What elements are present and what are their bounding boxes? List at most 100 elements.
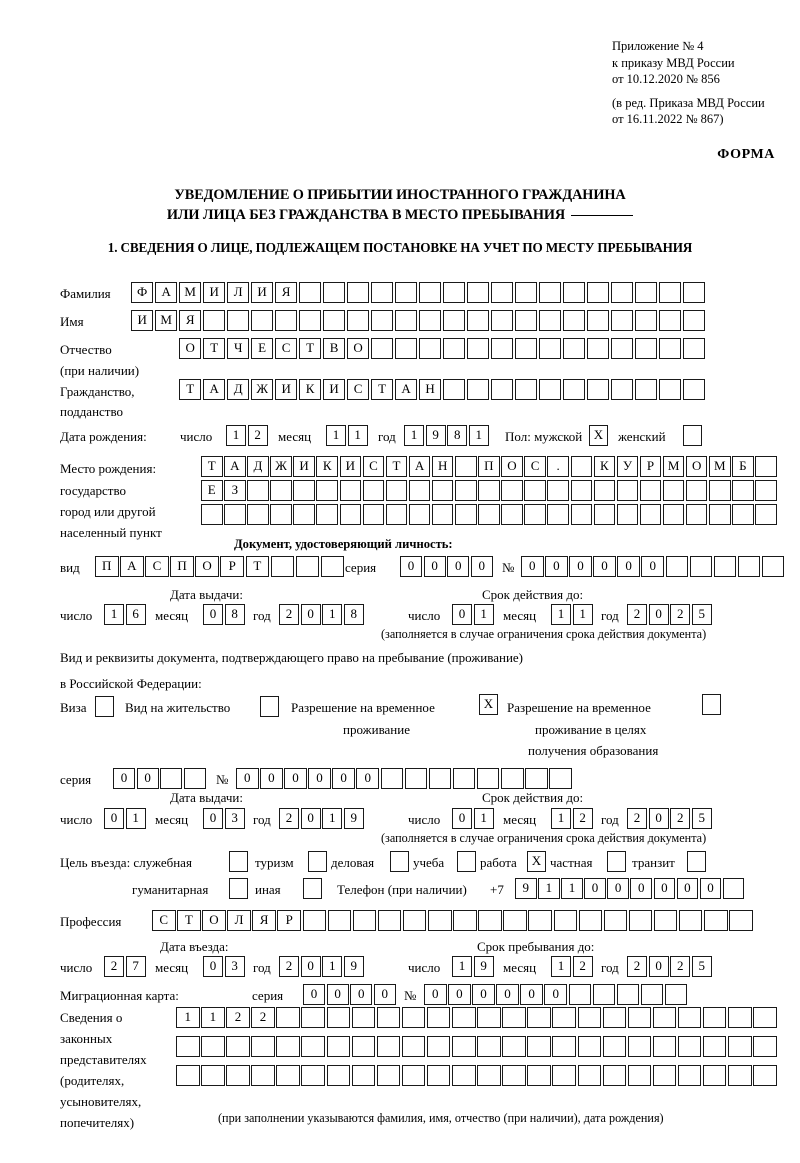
form-cell[interactable]: 2 xyxy=(627,604,647,625)
form-cell[interactable]: Я xyxy=(252,910,276,931)
form-cell[interactable] xyxy=(602,1007,627,1028)
form-cell[interactable]: И xyxy=(202,282,226,303)
form-cell[interactable] xyxy=(201,1036,225,1057)
form-cell[interactable]: 0 xyxy=(648,808,669,829)
form-cell[interactable]: 8 xyxy=(343,604,364,625)
form-cell[interactable]: В xyxy=(322,338,346,359)
form-cell[interactable] xyxy=(418,282,442,303)
form-cell[interactable] xyxy=(722,878,745,899)
form-cell[interactable] xyxy=(728,1007,752,1028)
form-cell[interactable] xyxy=(552,1036,576,1057)
form-cell[interactable] xyxy=(376,1007,401,1028)
form-cell[interactable]: И xyxy=(274,379,298,400)
sex-male-checkbox[interactable]: X xyxy=(589,425,608,446)
form-cell[interactable]: 0 xyxy=(630,878,652,899)
form-cell[interactable]: Я xyxy=(178,310,202,331)
form-cell[interactable] xyxy=(538,379,562,400)
form-cell[interactable]: А xyxy=(154,282,178,303)
form-cell[interactable] xyxy=(442,282,466,303)
form-cell[interactable]: 2 xyxy=(670,808,691,829)
form-cell[interactable] xyxy=(602,1036,627,1057)
form-cell[interactable] xyxy=(250,310,274,331)
form-cell[interactable]: 0 xyxy=(496,984,519,1005)
temp-education-checkbox[interactable] xyxy=(702,694,721,715)
form-cell[interactable]: И xyxy=(250,282,274,303)
form-cell[interactable]: 1 xyxy=(551,956,571,977)
form-cell[interactable] xyxy=(652,1036,677,1057)
form-cell[interactable]: Т xyxy=(245,556,270,577)
form-cell[interactable] xyxy=(501,480,523,501)
form-cell[interactable]: И xyxy=(322,379,346,400)
form-cell[interactable] xyxy=(616,480,639,501)
form-cell[interactable] xyxy=(404,768,428,789)
form-cell[interactable]: 0 xyxy=(676,878,699,899)
form-cell[interactable] xyxy=(593,504,616,525)
form-cell[interactable] xyxy=(466,338,490,359)
form-cell[interactable] xyxy=(502,1065,526,1086)
form-cell[interactable]: 1 xyxy=(104,604,124,625)
form-cell[interactable] xyxy=(276,1036,300,1057)
form-cell[interactable]: 9 xyxy=(343,808,364,829)
form-cell[interactable] xyxy=(226,1065,250,1086)
form-cell[interactable] xyxy=(477,1036,501,1057)
form-cell[interactable] xyxy=(401,1007,426,1028)
form-cell[interactable] xyxy=(658,338,682,359)
form-cell[interactable] xyxy=(301,1036,325,1057)
form-cell[interactable] xyxy=(183,768,206,789)
form-cell[interactable]: 0 xyxy=(113,768,135,789)
form-cell[interactable] xyxy=(490,282,514,303)
form-cell[interactable]: И xyxy=(293,456,315,477)
form-cell[interactable]: Ж xyxy=(270,456,292,477)
form-cell[interactable]: 0 xyxy=(653,878,676,899)
form-cell[interactable] xyxy=(682,338,706,359)
form-cell[interactable] xyxy=(224,504,246,525)
form-cell[interactable] xyxy=(247,480,269,501)
form-cell[interactable] xyxy=(202,310,226,331)
form-cell[interactable]: Ж xyxy=(250,379,274,400)
form-cell[interactable]: Т xyxy=(201,456,223,477)
form-cell[interactable]: 7 xyxy=(125,956,146,977)
form-cell[interactable] xyxy=(490,379,514,400)
visa-checkbox[interactable] xyxy=(95,696,114,717)
form-cell[interactable]: З xyxy=(224,480,246,501)
form-cell[interactable] xyxy=(603,910,628,931)
form-cell[interactable] xyxy=(408,480,431,501)
form-cell[interactable] xyxy=(418,310,442,331)
form-cell[interactable]: У xyxy=(616,456,639,477)
form-cell[interactable] xyxy=(527,1065,551,1086)
form-cell[interactable] xyxy=(538,338,562,359)
form-cell[interactable] xyxy=(678,910,703,931)
form-cell[interactable] xyxy=(627,1036,652,1057)
form-cell[interactable]: . xyxy=(547,456,569,477)
form-cell[interactable]: 0 xyxy=(284,768,307,789)
form-cell[interactable] xyxy=(431,504,454,525)
form-cell[interactable]: М xyxy=(662,456,685,477)
form-cell[interactable] xyxy=(524,504,546,525)
form-cell[interactable]: 9 xyxy=(515,878,537,899)
form-cell[interactable] xyxy=(426,1036,451,1057)
form-cell[interactable]: 0 xyxy=(452,604,472,625)
form-cell[interactable] xyxy=(442,379,466,400)
form-cell[interactable] xyxy=(301,1065,325,1086)
form-cell[interactable] xyxy=(428,768,452,789)
form-cell[interactable] xyxy=(346,282,370,303)
form-cell[interactable] xyxy=(737,556,761,577)
form-cell[interactable] xyxy=(478,480,500,501)
form-cell[interactable] xyxy=(452,1036,476,1057)
purpose-other-checkbox[interactable] xyxy=(303,878,322,899)
form-cell[interactable] xyxy=(352,910,377,931)
form-cell[interactable]: 2 xyxy=(627,808,647,829)
form-cell[interactable] xyxy=(276,1065,300,1086)
form-cell[interactable] xyxy=(593,480,616,501)
form-cell[interactable]: К xyxy=(593,456,616,477)
form-cell[interactable]: 1 xyxy=(322,956,343,977)
